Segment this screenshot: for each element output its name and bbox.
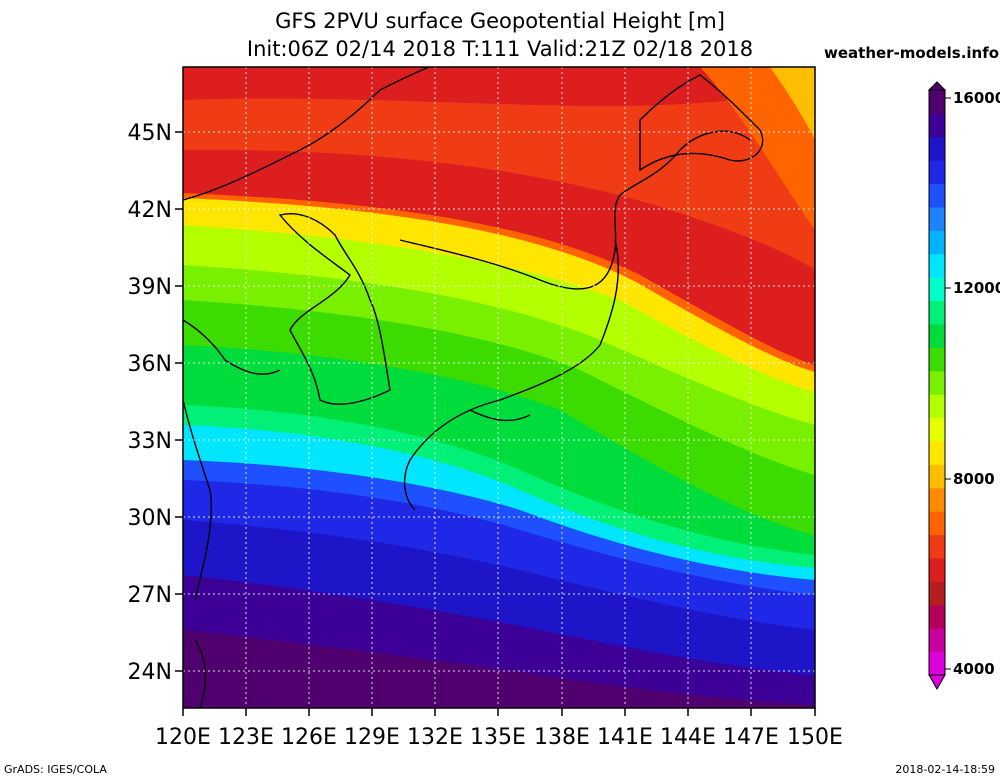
colorbar-swatch (929, 277, 945, 302)
lat-label: 30N (128, 506, 172, 531)
coastlines (183, 67, 764, 708)
colorbar-label: 8000 (953, 470, 995, 488)
colorbar-swatch (929, 628, 945, 653)
lat-label: 36N (128, 352, 172, 377)
lon-label: 132E (407, 725, 463, 750)
colorbar-swatch (929, 511, 945, 536)
lon-label: 141E (597, 725, 653, 750)
colorbar-swatch (929, 441, 945, 465)
colorbar-swatch (929, 487, 945, 512)
colorbar-label: 4000 (953, 660, 995, 678)
colorbar-swatch (929, 347, 945, 372)
lat-label: 42N (128, 198, 172, 223)
colorbar-swatch (929, 160, 945, 185)
colorbar-swatch (929, 394, 945, 419)
plot-frame (182, 66, 816, 709)
colorbar-swatch (929, 90, 945, 114)
colorbar-swatch (929, 604, 945, 629)
lat-label: 39N (128, 275, 172, 300)
brand-label: weather-models.info (824, 44, 1000, 62)
colorbar-swatch (929, 464, 945, 489)
lat-label: 33N (128, 429, 172, 454)
colorbar-swatch (929, 230, 945, 255)
latitude-axis: 45N 42N 39N 36N 33N 30N 27N 24N (128, 121, 183, 685)
colorbar-swatch (929, 136, 945, 161)
colorbar-swatch (929, 417, 945, 442)
lat-label: 27N (128, 583, 172, 608)
lat-label: 45N (128, 121, 172, 146)
footer-right: 2018-02-14-18:59 (895, 763, 995, 776)
lon-label: 123E (218, 725, 274, 750)
lon-label: 150E (787, 725, 843, 750)
lon-label: 129E (344, 725, 400, 750)
lon-label: 120E (155, 725, 211, 750)
map-title: GFS 2PVU surface Geopotential Height [m] (275, 9, 725, 33)
lon-label: 135E (470, 725, 526, 750)
lat-label: 24N (128, 660, 172, 685)
colorbar: 16000 12000 8000 4000 (927, 81, 1000, 691)
lon-label: 144E (660, 725, 716, 750)
map-subtitle: Init:06Z 02/14 2018 T:111 Valid:21Z 02/1… (246, 37, 754, 61)
gridlines (183, 67, 815, 708)
colorbar-swatch (929, 253, 945, 278)
lon-label: 147E (723, 725, 779, 750)
colorbar-swatch (929, 300, 945, 325)
colorbar-top-arrow (927, 81, 947, 91)
lon-label: 126E (281, 725, 337, 750)
colorbar-bottom-arrow (928, 674, 946, 691)
colorbar-swatch (929, 183, 945, 208)
longitude-axis: 120E 123E 126E 129E 132E 135E 138E 141E 144E 147E… (155, 708, 843, 750)
colorbar-swatch (929, 558, 945, 582)
colorbar-swatch (929, 534, 945, 559)
colorbar-swatch (929, 324, 945, 348)
colorbar-swatch (929, 651, 945, 676)
colorbar-swatch (929, 113, 945, 138)
height-field (183, 67, 815, 708)
colorbar-swatch (929, 581, 945, 606)
colorbar-swatch (929, 370, 945, 395)
lon-label: 138E (534, 725, 590, 750)
colorbar-label: 16000 (953, 89, 1000, 107)
colorbar-label: 12000 (953, 279, 1000, 297)
colorbar-swatch (929, 207, 945, 231)
footer-left: GrADS: IGES/COLA (4, 763, 107, 776)
